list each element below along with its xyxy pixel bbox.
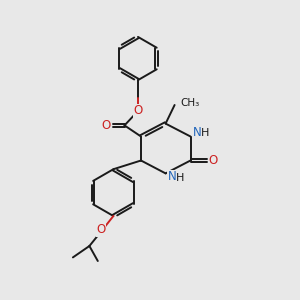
Text: H: H — [176, 172, 184, 183]
Text: O: O — [101, 119, 110, 132]
Text: O: O — [96, 223, 105, 236]
Text: N: N — [193, 126, 202, 140]
Text: H: H — [201, 128, 209, 139]
Text: O: O — [208, 154, 217, 167]
Text: N: N — [168, 170, 177, 184]
Text: O: O — [134, 104, 142, 118]
Text: CH₃: CH₃ — [180, 98, 199, 108]
